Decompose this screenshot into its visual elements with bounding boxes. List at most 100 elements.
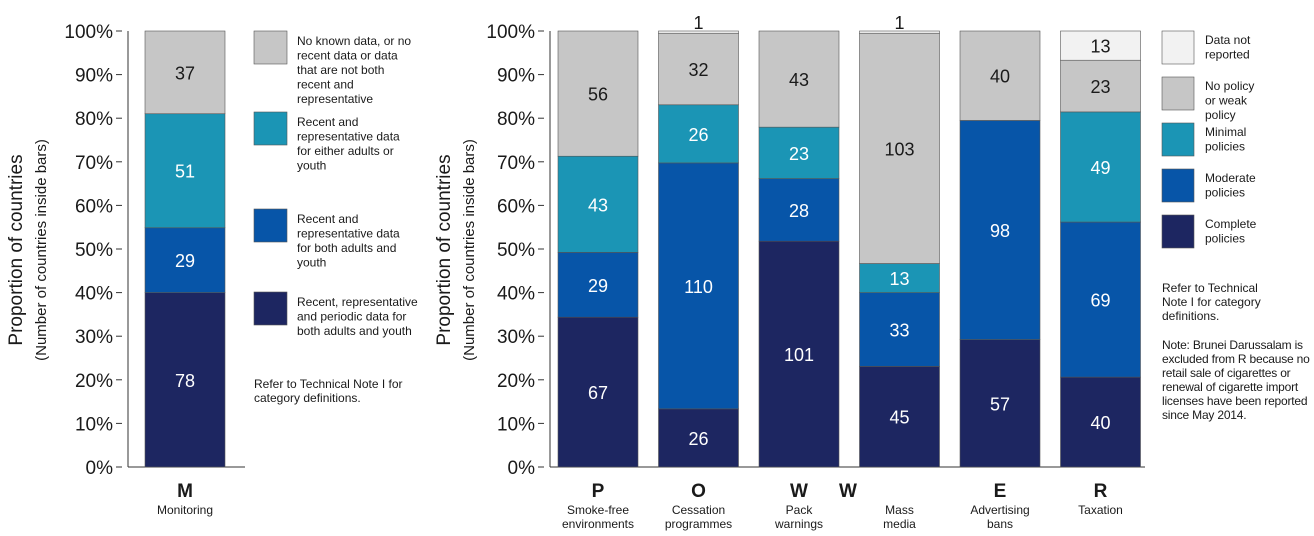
right-legend-swatch — [1161, 122, 1195, 157]
right-bar-value-label: 69 — [1090, 291, 1110, 311]
left-bar-value-label: 29 — [175, 251, 195, 271]
left-panel: 0% 10% 20% 30% 40% 50% 60% 70% 80% 90% 100% 78 29 51 3… — [64, 22, 245, 517]
right-category-letter: E — [994, 481, 1007, 502]
right-legend-label: policies — [1205, 140, 1245, 154]
left-y-axis-title: Proportion of countries — [6, 154, 27, 345]
right-bar-segment — [1060, 59, 1141, 113]
right-category-label: Mass — [885, 503, 914, 517]
left-y-tick-label: 40% — [75, 284, 113, 305]
left-y-tick-label: 80% — [75, 109, 113, 130]
right-bar-value-label: 13 — [1090, 37, 1110, 57]
right-bar-segment — [1060, 30, 1141, 61]
right-bar-segment — [658, 104, 739, 164]
right-category-label: Advertising — [970, 503, 1029, 517]
right-y-tick-label: 90% — [497, 66, 535, 87]
right-bar-value-label: 1 — [693, 13, 703, 33]
right-bar-value-label: 33 — [889, 320, 909, 340]
right-bar-segment — [859, 30, 940, 34]
left-y-tick-label: 60% — [75, 196, 113, 217]
right-category-letter: R — [1094, 481, 1108, 502]
right-legend-swatch — [1161, 214, 1195, 249]
right-category-letter: P — [592, 481, 605, 502]
left-legend-label: recent data or data — [297, 49, 398, 63]
left-category-letter: M — [177, 481, 193, 502]
right-y-axis-title: Proportion of countries — [434, 154, 455, 345]
left-y-tick-label: 100% — [64, 22, 113, 43]
right-bar-segment — [959, 120, 1041, 340]
right-category-label: Smoke-free — [567, 503, 629, 517]
right-category-label: Taxation — [1078, 503, 1123, 517]
right-bar-segment — [758, 126, 840, 179]
right-legend-swatch — [1161, 30, 1195, 65]
right-bar-segment — [658, 30, 739, 34]
right-y-tick-label: 80% — [497, 109, 535, 130]
left-bar-segment — [144, 227, 226, 293]
right-panel: 0% 10% 20% 30% 40% 50% 60% 70% 80% 90% 100% 67 29 43 5… — [486, 13, 1145, 531]
left-legend-label: both adults and youth — [297, 324, 412, 338]
left-legend-swatch — [253, 111, 288, 146]
right-bar-value-label: 110 — [684, 277, 713, 297]
right-legend-note: Refer to Technical Note I for category d… — [1162, 281, 1261, 323]
right-category-label: programmes — [665, 517, 732, 531]
right-legend-label: reported — [1205, 48, 1250, 62]
right-legend-label: Moderate — [1205, 171, 1256, 185]
right-legend-label: Complete — [1205, 217, 1257, 231]
right-legend-footnote: Note: Brunei Darussalam is excluded from… — [1162, 338, 1310, 422]
right-bar-value-label: 23 — [789, 144, 809, 164]
right-legend-label: No policy — [1205, 79, 1254, 93]
right-category-label: Pack — [786, 503, 814, 517]
right-bar-value-label: 49 — [1090, 158, 1110, 178]
left-legend-label: that are not both — [297, 63, 384, 77]
right-bar-segment — [959, 30, 1041, 121]
right-category-label: bans — [987, 517, 1013, 531]
left-legend-label: youth — [297, 256, 326, 270]
right-category-label: Cessation — [672, 503, 725, 517]
right-y-tick-label: 40% — [497, 284, 535, 305]
right-bar-value-label: 45 — [889, 408, 909, 428]
right-legend-label: Minimal — [1205, 125, 1246, 139]
right-bar-value-label: 13 — [889, 269, 909, 289]
right-bar-value-label: 67 — [588, 383, 608, 403]
left-y-tick-label: 0% — [86, 458, 114, 479]
right-y-tick-label: 100% — [486, 22, 535, 43]
left-legend-label: No known data, or no — [297, 34, 411, 48]
left-bar-segment — [144, 292, 226, 468]
left-legend-label: for either adults or — [297, 144, 394, 158]
right-legend-swatch — [1161, 76, 1195, 111]
right-bar-value-label: 26 — [688, 125, 708, 145]
left-legend-swatch — [253, 291, 288, 326]
left-bar-value-label: 78 — [175, 371, 195, 391]
left-y-tick-label: 50% — [75, 240, 113, 261]
left-legend-label: and periodic data for — [297, 310, 406, 324]
right-y-tick-label: 30% — [497, 327, 535, 348]
left-legend-swatch — [253, 30, 288, 65]
right-bar-value-label: 1 — [894, 13, 904, 33]
left-y-axis-subtitle: (Number of countries inside bars) — [33, 139, 50, 361]
right-y-tick-label: 70% — [497, 153, 535, 174]
left-legend-swatch — [253, 208, 288, 243]
right-bar-value-label: 43 — [588, 195, 608, 215]
right-legend-label: policies — [1205, 186, 1245, 200]
right-legend-label: policy — [1205, 108, 1236, 122]
left-bar-segment — [144, 30, 226, 115]
right-y-tick-label: 20% — [497, 371, 535, 392]
right-bar-segment — [859, 366, 940, 468]
left-legend-label: Recent and — [297, 115, 358, 129]
right-bar-segment — [658, 162, 739, 410]
left-category-label: Monitoring — [157, 503, 213, 517]
right-bar-value-label: 103 — [884, 139, 914, 159]
right-category-letter-w: W — [839, 481, 857, 502]
left-bar-value-label: 51 — [175, 162, 195, 182]
right-bar-segment — [658, 32, 739, 106]
right-bar-value-label: 29 — [588, 276, 608, 296]
right-category-label: warnings — [774, 517, 823, 531]
left-y-tick-label: 70% — [75, 153, 113, 174]
right-y-tick-label: 60% — [497, 196, 535, 217]
left-legend-label: representative data — [297, 227, 400, 241]
left-legend-label: representative data — [297, 130, 400, 144]
right-bar-value-label: 43 — [789, 70, 809, 90]
right-legend-label: policies — [1205, 232, 1245, 246]
